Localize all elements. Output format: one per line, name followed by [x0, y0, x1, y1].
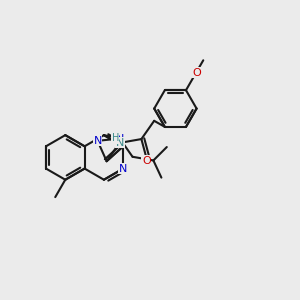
Text: O: O: [193, 68, 202, 78]
Text: N: N: [93, 136, 102, 146]
Text: N: N: [116, 134, 124, 143]
Text: H: H: [112, 133, 119, 143]
Text: N: N: [116, 138, 124, 148]
Text: N: N: [119, 164, 128, 174]
Text: O: O: [142, 156, 151, 166]
